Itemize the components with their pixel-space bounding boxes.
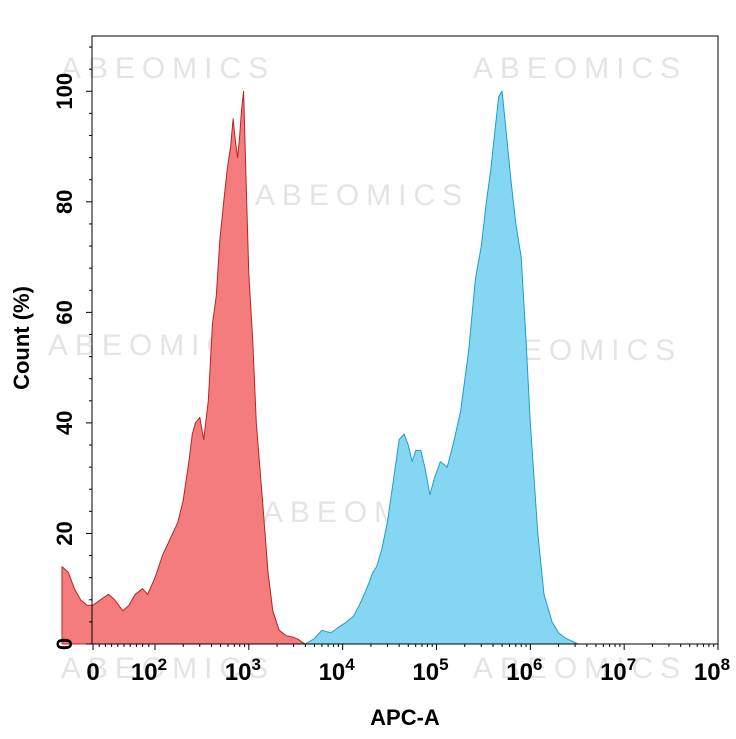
watermark-text: ABEOMICS xyxy=(61,52,275,85)
x-tick-label: 105 xyxy=(412,655,448,686)
watermark-text: ABEOMICS xyxy=(255,179,469,212)
watermark-text: ABEOMICS xyxy=(473,52,687,85)
watermark-text: ABEOMICS xyxy=(473,652,687,685)
plot-frame xyxy=(91,35,719,645)
x-axis-title: APC-A xyxy=(370,705,440,730)
x-tick-label: 104 xyxy=(319,655,356,686)
y-tick-label: 80 xyxy=(52,190,77,214)
series-layer xyxy=(61,90,579,645)
y-tick-label: 40 xyxy=(52,411,77,435)
watermark-text: ABEOMICS xyxy=(61,652,275,685)
x-tick-label: 107 xyxy=(600,655,636,686)
series-1-area xyxy=(61,90,306,645)
x-tick-label: 106 xyxy=(506,655,542,686)
y-tick-label: 100 xyxy=(52,73,77,110)
x-tick-label: 102 xyxy=(131,655,167,686)
y-axis-title: Count (%) xyxy=(9,286,34,390)
y-axis: 0 20 40 60 80 100 xyxy=(52,46,92,650)
y-tick-label: 60 xyxy=(52,300,77,324)
x-tick-label: 108 xyxy=(694,655,730,686)
series-2-area xyxy=(304,90,579,645)
y-tick-label: 0 xyxy=(52,638,77,650)
x-axis: 0 102 103 104 105 106 107 108 xyxy=(86,644,730,686)
y-tick-label: 20 xyxy=(52,521,77,545)
x-tick-label: 0 xyxy=(86,659,99,686)
x-tick-label: 103 xyxy=(225,655,261,686)
